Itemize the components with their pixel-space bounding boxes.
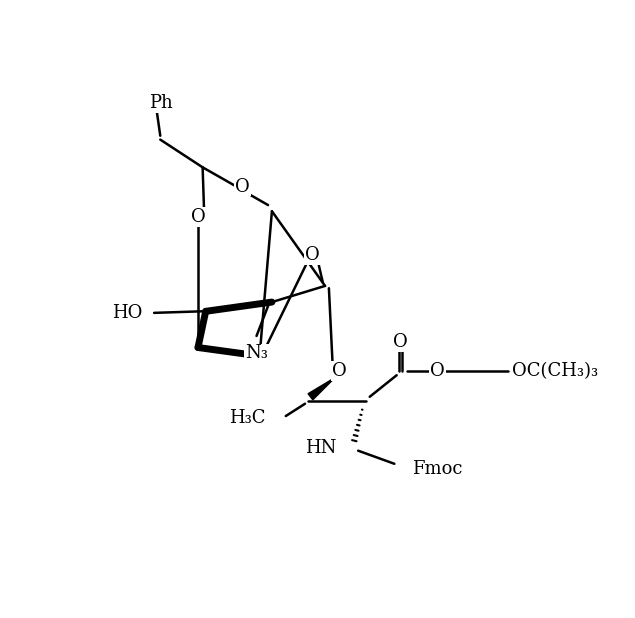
Text: Fmoc: Fmoc bbox=[412, 460, 462, 478]
Text: O: O bbox=[190, 208, 205, 226]
Text: HO: HO bbox=[112, 304, 143, 322]
Text: H₃C: H₃C bbox=[229, 408, 266, 426]
Text: Ph: Ph bbox=[149, 95, 173, 112]
Text: N₃: N₃ bbox=[245, 344, 268, 362]
Text: O: O bbox=[305, 246, 319, 264]
Text: O: O bbox=[430, 362, 445, 381]
Text: HN: HN bbox=[305, 439, 337, 457]
Text: O: O bbox=[393, 333, 408, 351]
Polygon shape bbox=[308, 378, 335, 400]
Text: O: O bbox=[331, 362, 346, 381]
Text: OC(CH₃)₃: OC(CH₃)₃ bbox=[512, 362, 598, 381]
Text: O: O bbox=[236, 177, 250, 195]
